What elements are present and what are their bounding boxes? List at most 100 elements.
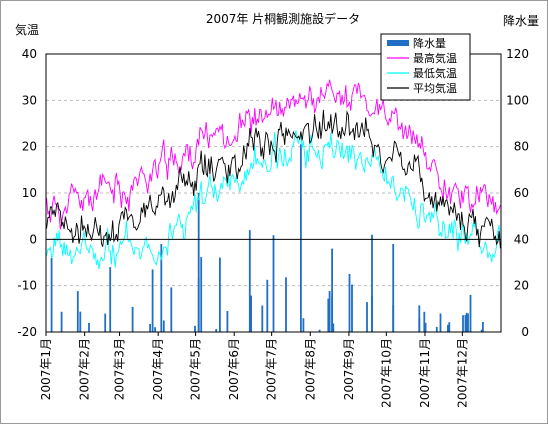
precipitation-bar xyxy=(60,311,63,332)
precipitation-bar xyxy=(76,291,79,332)
precipitation-bar xyxy=(331,248,333,332)
precipitation-bar xyxy=(248,230,251,332)
right-tick-label: 120 xyxy=(506,47,529,61)
precipitation-bar xyxy=(465,312,468,332)
precipitation-bar xyxy=(149,323,151,332)
precipitation-bar xyxy=(104,313,107,332)
precipitation-bar xyxy=(318,329,321,332)
precipitation-bar xyxy=(332,323,335,332)
precipitation-bar xyxy=(392,244,395,332)
legend-label: 最低気温 xyxy=(413,66,457,80)
left-tick-label: -10 xyxy=(17,279,37,293)
precipitation-bar xyxy=(435,326,438,332)
precipitation-bar xyxy=(439,313,442,332)
left-tick-label: 40 xyxy=(22,47,37,61)
precipitation-bar xyxy=(328,291,331,332)
x-tick-label: 2007年12月 xyxy=(455,338,469,408)
precipitation-bar xyxy=(424,322,427,332)
legend-label: 最高気温 xyxy=(413,51,457,65)
left-y-ticks: 40 30 20 10 0 -10 -20 xyxy=(17,47,37,339)
series-line-avg xyxy=(46,109,501,249)
precipitation-bar xyxy=(131,306,134,332)
temperature-lines xyxy=(46,79,501,270)
precipitation-bar xyxy=(197,193,200,332)
precipitation-bar xyxy=(302,318,305,332)
x-tick-label: 2007年4月 xyxy=(151,338,165,400)
precipitation-bar xyxy=(371,296,373,332)
chart-title: 2007年 片桐観測施設データ xyxy=(206,11,360,26)
precipitation-bar xyxy=(162,320,165,332)
right-tick-label: 60 xyxy=(514,186,529,200)
precipitation-bar xyxy=(348,273,351,332)
right-tick-label: 20 xyxy=(514,279,529,293)
precipitation-bar xyxy=(266,279,269,332)
right-axis-label: 降水量 xyxy=(503,14,539,28)
precipitation-bar xyxy=(272,235,275,332)
precipitation-bar xyxy=(392,305,395,332)
precipitation-bar xyxy=(480,329,483,332)
precipitation-bar xyxy=(464,315,467,332)
x-tick-label: 2007年6月 xyxy=(227,338,241,400)
precipitation-bar xyxy=(261,305,264,332)
legend-label: 平均気温 xyxy=(413,81,457,95)
left-axis-label: 気温 xyxy=(15,22,39,37)
left-tick-label: 20 xyxy=(22,140,37,154)
right-tick-label: 100 xyxy=(506,93,529,107)
precipitation-bar xyxy=(327,298,330,332)
precipitation-bar xyxy=(423,311,426,332)
precipitation-bar xyxy=(448,322,451,332)
x-tick-label: 2007年5月 xyxy=(189,338,203,400)
precipitation-bar xyxy=(462,315,464,332)
precipitation-bar xyxy=(418,318,421,332)
precipitation-bar xyxy=(467,313,469,332)
precipitation-bar xyxy=(285,277,287,332)
precipitation-bar xyxy=(79,311,82,332)
precipitation-bar xyxy=(194,325,196,332)
precipitation-bar xyxy=(170,287,173,332)
precipitation-bar xyxy=(154,327,156,332)
x-ticks: 2007年1月 2007年2月 2007年3月 2007年4月 2007年5月 2007年… xyxy=(39,332,469,408)
right-tick-label: 0 xyxy=(521,325,529,339)
x-tick-label: 2007年2月 xyxy=(78,338,92,400)
precipitation-bar xyxy=(447,324,449,332)
x-tick-label: 2007年3月 xyxy=(113,338,127,400)
left-tick-label: 30 xyxy=(22,93,37,107)
precipitation-bar xyxy=(109,267,112,332)
precipitation-bar xyxy=(331,295,333,332)
precipitation-bar xyxy=(197,277,200,332)
precipitation-bar xyxy=(88,323,90,332)
right-y-ticks: 120 100 80 60 40 20 0 xyxy=(506,47,529,339)
precipitation-bar xyxy=(250,295,252,332)
legend-swatch-precip xyxy=(387,40,409,46)
x-tick-label: 2007年8月 xyxy=(303,338,317,400)
x-tick-label: 2007年7月 xyxy=(265,338,279,400)
right-tick-label: 80 xyxy=(514,140,529,154)
left-tick-label: 10 xyxy=(22,186,37,200)
precipitation-bar xyxy=(226,311,229,332)
precipitation-bar xyxy=(351,284,353,332)
x-tick-label: 2007年10月 xyxy=(379,338,393,408)
left-tick-label: 0 xyxy=(29,232,37,246)
precipitation-bar xyxy=(482,322,484,332)
precipitation-bar xyxy=(160,244,163,332)
x-tick-label: 2007年1月 xyxy=(39,338,53,400)
precipitation-bar xyxy=(151,269,154,332)
x-tick-label: 2007年11月 xyxy=(418,338,432,408)
left-tick-label: -20 xyxy=(17,325,37,339)
x-tick-label: 2007年9月 xyxy=(342,338,356,400)
legend-label: 降水量 xyxy=(413,36,446,50)
right-tick-label: 40 xyxy=(514,232,529,246)
precipitation-bar xyxy=(300,144,302,332)
series-line-min xyxy=(46,130,501,270)
precipitation-bar xyxy=(219,257,221,332)
precipitation-bar xyxy=(469,294,472,332)
precipitation-bar xyxy=(371,234,373,332)
plot-border xyxy=(45,53,502,333)
precipitation-bar xyxy=(366,302,368,332)
series-line-max xyxy=(46,79,501,230)
precipitation-bar xyxy=(215,329,218,332)
